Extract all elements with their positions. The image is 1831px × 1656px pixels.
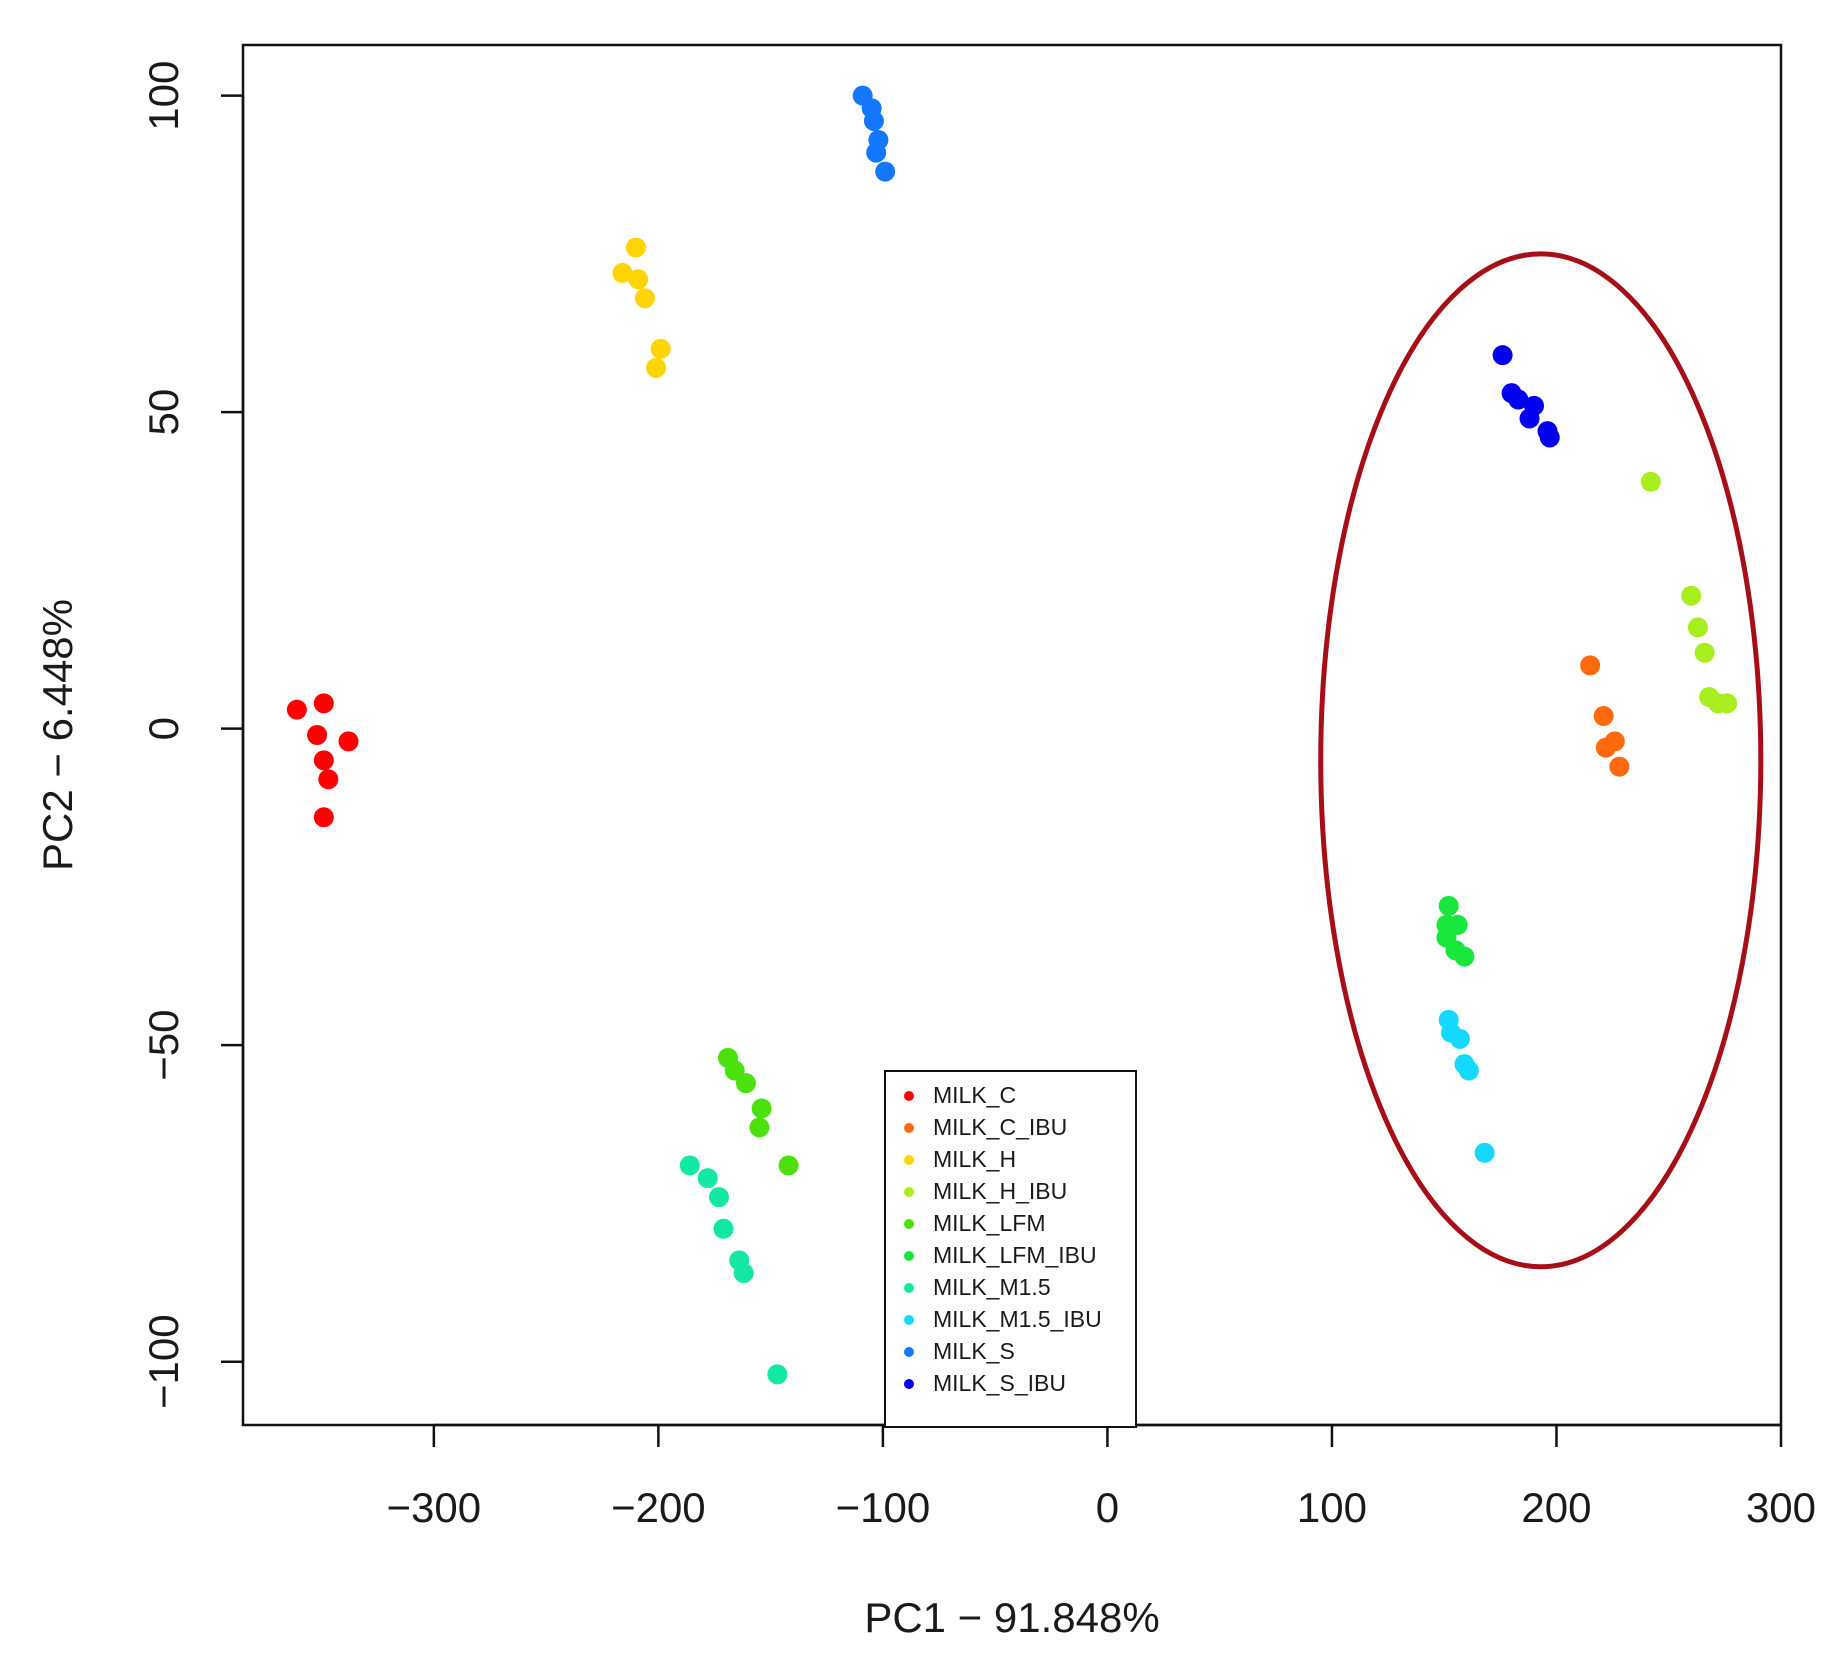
point-milk-s (875, 161, 896, 182)
y-axis: 100 50 0 −50 −100 (140, 61, 245, 1409)
legend-label-milk-c: MILK_C (933, 1082, 1016, 1108)
point-milk-lfm-ibu (1438, 895, 1459, 916)
x-axis-title: PC1 − 91.848% (864, 1594, 1159, 1641)
point-milk-h-ibu (1681, 585, 1702, 606)
x-tick-label: −100 (836, 1484, 931, 1531)
points-layer (286, 85, 1738, 1385)
point-milk-m1-5 (679, 1155, 700, 1176)
series-milk-c (286, 693, 359, 828)
series-milk-s-ibu (1492, 345, 1560, 448)
point-milk-m1-5-ibu (1458, 1060, 1479, 1081)
legend-label-milk-lfm: MILK_LFM (933, 1210, 1045, 1236)
point-milk-m1-5 (697, 1168, 718, 1189)
point-milk-lfm-ibu (1454, 946, 1475, 967)
point-milk-s-ibu (1492, 345, 1513, 366)
x-axis: −300 −200 −100 0 100 200 300 (387, 1423, 1816, 1531)
point-milk-h (634, 288, 655, 309)
series-milk-m1-5 (679, 1155, 788, 1385)
y-tick-label: 0 (140, 717, 187, 740)
legend-swatch-milk-m1-5 (904, 1283, 914, 1293)
legend-swatch-milk-h-ibu (904, 1187, 914, 1197)
series-milk-m1-5-ibu (1438, 1009, 1495, 1163)
point-milk-h-ibu (1687, 617, 1708, 638)
point-milk-s-ibu (1539, 427, 1560, 448)
y-tick-label: −50 (140, 1010, 187, 1081)
point-milk-c (313, 807, 334, 828)
point-milk-lfm (751, 1098, 772, 1119)
legend-swatch-milk-m1-5-ibu (904, 1315, 914, 1325)
annotation-layer (1318, 251, 1764, 1270)
point-milk-h-ibu (1694, 642, 1715, 663)
point-milk-c (286, 699, 307, 720)
x-tick-label: 200 (1521, 1484, 1591, 1531)
legend-swatch-milk-lfm (904, 1219, 914, 1229)
series-milk-c-ibu (1580, 655, 1630, 777)
legend-label-milk-m1-5: MILK_M1.5 (933, 1274, 1051, 1300)
x-tick-label: 300 (1746, 1484, 1816, 1531)
point-milk-m1-5-ibu (1474, 1142, 1495, 1163)
point-milk-s (866, 142, 887, 163)
point-milk-c (313, 750, 334, 771)
point-milk-s-ibu (1508, 389, 1529, 410)
point-milk-h-ibu (1640, 471, 1661, 492)
point-milk-lfm (749, 1117, 770, 1138)
legend-swatch-milk-c (904, 1091, 914, 1101)
legend-label-milk-c-ibu: MILK_C_IBU (933, 1114, 1067, 1140)
legend-box (884, 1070, 1137, 1428)
point-milk-h (612, 262, 633, 283)
point-milk-c (313, 693, 334, 714)
point-milk-m1-5 (733, 1263, 754, 1284)
series-milk-h-ibu (1640, 471, 1738, 714)
series-milk-s (852, 85, 896, 182)
point-milk-m1-5-ibu (1449, 1028, 1470, 1049)
y-tick-label: −100 (140, 1314, 187, 1409)
series-milk-lfm-ibu (1436, 895, 1475, 967)
point-milk-lfm (778, 1155, 799, 1176)
point-milk-m1-5 (767, 1364, 788, 1385)
legend-swatch-milk-s-ibu (904, 1379, 914, 1389)
point-milk-m1-5 (708, 1187, 729, 1208)
x-tick-label: 0 (1096, 1484, 1119, 1531)
point-milk-s (863, 110, 884, 131)
point-milk-c (338, 731, 359, 752)
legend-swatch-milk-lfm-ibu (904, 1251, 914, 1261)
legend-label-milk-lfm-ibu: MILK_LFM_IBU (933, 1242, 1097, 1268)
point-milk-c-ibu (1609, 756, 1630, 777)
series-milk-h (612, 237, 671, 378)
legend: MILK_C MILK_C_IBU MILK_H MILK_H_IBU MILK_LFM… (884, 1070, 1137, 1428)
point-milk-h (646, 357, 667, 378)
y-axis-title: PC2 − 6.448% (34, 599, 81, 871)
x-tick-label: −300 (387, 1484, 482, 1531)
y-tick-label: 50 (140, 389, 187, 436)
point-milk-m1-5 (713, 1218, 734, 1239)
legend-swatch-milk-h (904, 1155, 914, 1165)
legend-label-milk-h: MILK_H (933, 1146, 1016, 1172)
series-milk-lfm (717, 1047, 799, 1176)
legend-label-milk-h-ibu: MILK_H_IBU (933, 1178, 1067, 1204)
point-milk-h-ibu (1717, 693, 1738, 714)
point-milk-c-ibu (1580, 655, 1601, 676)
point-milk-s-ibu (1519, 408, 1540, 429)
point-milk-h (625, 237, 646, 258)
legend-label-milk-s-ibu: MILK_S_IBU (933, 1370, 1066, 1396)
point-milk-h (628, 269, 649, 290)
legend-label-milk-m1-5-ibu: MILK_M1.5_IBU (933, 1306, 1102, 1332)
y-tick-label: 100 (140, 61, 187, 131)
point-milk-c (318, 769, 339, 790)
legend-label-milk-s: MILK_S (933, 1338, 1015, 1364)
point-milk-h (650, 338, 671, 359)
legend-swatch-milk-c-ibu (904, 1123, 914, 1133)
point-milk-lfm (735, 1073, 756, 1094)
x-tick-label: −200 (611, 1484, 706, 1531)
x-tick-label: 100 (1297, 1484, 1367, 1531)
point-milk-c-ibu (1604, 731, 1625, 752)
legend-swatch-milk-s (904, 1347, 914, 1357)
highlight-ellipse (1318, 251, 1764, 1270)
point-milk-c (307, 725, 328, 745)
point-milk-c-ibu (1593, 706, 1614, 727)
